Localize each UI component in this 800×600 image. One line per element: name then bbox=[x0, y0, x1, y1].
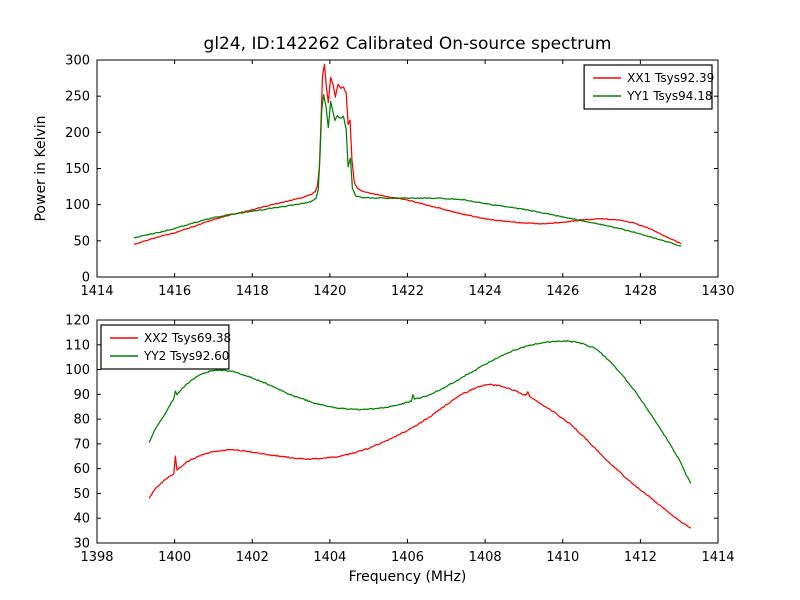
x-axis-label: Frequency (MHz) bbox=[349, 569, 467, 585]
figure-title: gl24, ID:142262 Calibrated On-source spe… bbox=[204, 34, 612, 54]
ticks bbox=[96, 319, 719, 544]
y-tick-label: 50 bbox=[73, 234, 90, 249]
x-tick-label: 1414 bbox=[701, 550, 734, 565]
legend-label: XX2 Tsys69.38 bbox=[144, 331, 231, 345]
series-xx1 bbox=[133, 63, 682, 246]
y-tick-label: 90 bbox=[73, 388, 90, 403]
y-tick-label: 80 bbox=[73, 413, 90, 428]
legend-box bbox=[100, 324, 230, 370]
x-tick-label: 1422 bbox=[391, 284, 424, 299]
y-tick-label: 0 bbox=[82, 271, 90, 286]
y-tick-label: 200 bbox=[65, 126, 90, 141]
series-yy2 bbox=[148, 339, 692, 484]
x-tick-label: 1410 bbox=[546, 550, 579, 565]
legend-label: YY1 Tsys94.18 bbox=[626, 89, 712, 103]
legend: XX2 Tsys69.38 YY2 Tsys92.60 bbox=[100, 324, 231, 370]
y-tick-label: 150 bbox=[65, 162, 90, 177]
x-tick-label: 1400 bbox=[158, 550, 191, 565]
series-xx2 bbox=[148, 383, 692, 529]
x-tick-label: 1398 bbox=[80, 550, 113, 565]
x-tick-label: 1402 bbox=[236, 550, 269, 565]
top-subplot: 1414 1416 1418 1420 1422 1424 1426 1428 1430 0 50 1… bbox=[33, 34, 735, 299]
y-tick-label: 60 bbox=[73, 462, 90, 477]
y-tick-label: 50 bbox=[73, 487, 90, 502]
x-tick-label: 1406 bbox=[391, 550, 424, 565]
x-tick-label: 1404 bbox=[313, 550, 346, 565]
y-tick-label: 100 bbox=[65, 363, 90, 378]
y-axis-label: Power in Kelvin bbox=[33, 115, 49, 221]
x-tick-label: 1408 bbox=[469, 550, 502, 565]
series-yy1 bbox=[133, 93, 682, 247]
legend-label: XX1 Tsys92.39 bbox=[627, 71, 714, 85]
legend: XX1 Tsys92.39 YY1 Tsys94.18 bbox=[583, 64, 714, 110]
y-tick-label: 120 bbox=[65, 314, 90, 329]
x-tick-label: 1428 bbox=[624, 284, 657, 299]
y-tick-label: 70 bbox=[73, 437, 90, 452]
x-tick-label: 1418 bbox=[236, 284, 269, 299]
x-tick-label: 1412 bbox=[624, 550, 657, 565]
y-tick-label: 40 bbox=[73, 512, 90, 527]
x-tick-label: 1426 bbox=[546, 284, 579, 299]
x-tick-label: 1414 bbox=[80, 284, 113, 299]
x-tick-label: 1430 bbox=[701, 284, 734, 299]
legend-box bbox=[583, 64, 713, 110]
y-tick-label: 250 bbox=[65, 90, 90, 105]
x-tick-label: 1424 bbox=[469, 284, 502, 299]
y-tick-label: 300 bbox=[65, 54, 90, 69]
bottom-subplot: 1398 1400 1402 1404 1406 1408 1410 1412 1414 30 40… bbox=[65, 314, 734, 586]
legend-label: YY2 Tsys92.60 bbox=[143, 349, 229, 363]
y-tick-label: 30 bbox=[73, 537, 90, 552]
y-tick-label: 100 bbox=[65, 198, 90, 213]
x-tick-label: 1416 bbox=[158, 284, 191, 299]
y-tick-label: 110 bbox=[65, 338, 90, 353]
ticks bbox=[96, 59, 719, 278]
x-tick-label: 1420 bbox=[313, 284, 346, 299]
